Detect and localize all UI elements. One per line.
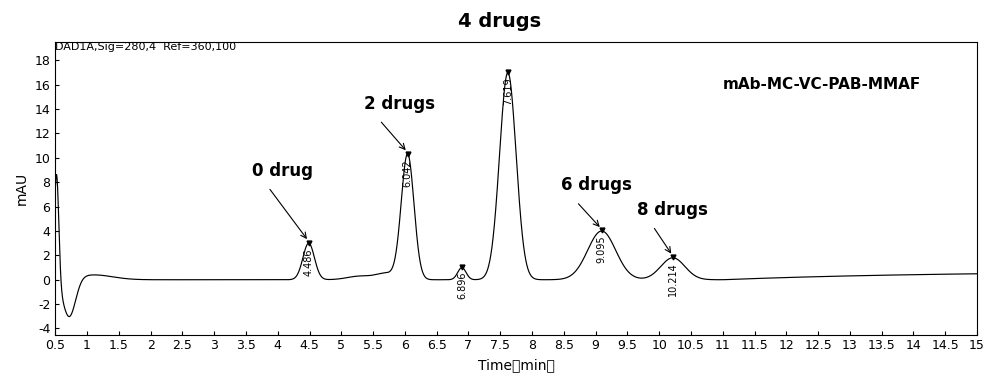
Text: mAb-MC-VC-PAB-MMAF: mAb-MC-VC-PAB-MMAF — [723, 77, 921, 92]
Text: 0 drug: 0 drug — [252, 162, 313, 180]
Text: DAD1A,Sig=280,4  Ref=360,100: DAD1A,Sig=280,4 Ref=360,100 — [55, 42, 236, 52]
Text: 9.095: 9.095 — [597, 236, 607, 264]
Text: 4.486: 4.486 — [304, 249, 314, 276]
Text: 6.042: 6.042 — [403, 159, 413, 187]
Text: 4 drugs: 4 drugs — [458, 12, 542, 31]
Text: 6.896: 6.896 — [457, 272, 467, 299]
Text: 6 drugs: 6 drugs — [561, 176, 632, 194]
Text: 8 drugs: 8 drugs — [637, 201, 708, 219]
X-axis label: Time（min）: Time（min） — [478, 358, 555, 372]
Text: 7.619: 7.619 — [503, 77, 513, 105]
Text: 2 drugs: 2 drugs — [364, 95, 435, 113]
Y-axis label: mAU: mAU — [15, 172, 29, 205]
Text: 10.214: 10.214 — [668, 262, 678, 296]
